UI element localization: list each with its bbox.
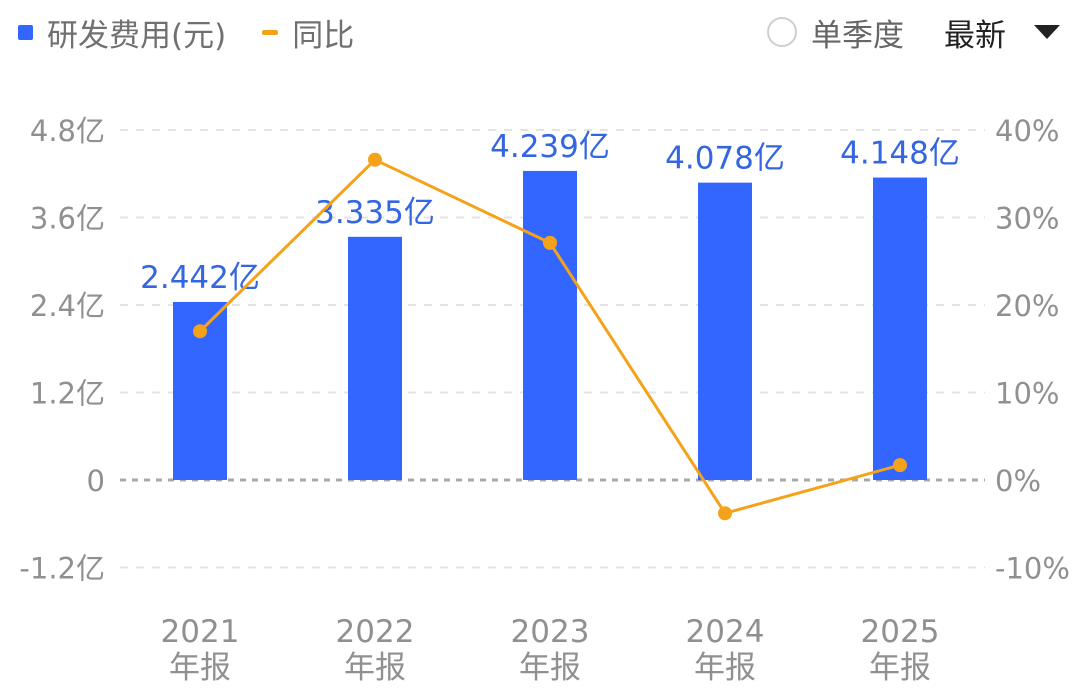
y-right-tick-label: 20%: [995, 289, 1059, 323]
dropdown-caret-icon[interactable]: [1034, 25, 1060, 39]
yoy-point: [893, 458, 907, 473]
y-left-tick-label: 1.2亿: [30, 377, 105, 411]
x-tick-label: 2023 年报: [511, 614, 590, 686]
y-right-tick-label: 0%: [995, 464, 1041, 498]
quarter-toggle-label[interactable]: 单季度: [811, 17, 904, 54]
bar-legend-label: 研发费用(元): [47, 17, 227, 54]
y-left-tick-label: -1.2亿: [19, 552, 105, 586]
y-left-tick-label: 3.6亿: [30, 202, 105, 236]
bar: [698, 182, 752, 481]
x-tick-label: 2024 年报: [686, 614, 765, 686]
yoy-point: [368, 152, 382, 167]
bar-value-label: 2.442亿: [140, 260, 260, 296]
y-left-tick-label: 4.8亿: [30, 114, 105, 148]
line-legend-swatch: [262, 29, 279, 35]
bar: [873, 177, 927, 480]
sort-dropdown-label[interactable]: 最新: [944, 17, 1006, 54]
y-right-tick-label: 10%: [995, 377, 1059, 411]
x-tick-label: 2025 年报: [861, 614, 940, 686]
bar: [348, 236, 402, 480]
y-right-tick-label: -10%: [995, 552, 1070, 586]
quarter-radio[interactable]: [767, 17, 797, 47]
line-legend-label: 同比: [292, 17, 355, 54]
bar-value-label: 4.078亿: [665, 141, 785, 177]
y-right-tick-label: 30%: [995, 202, 1059, 236]
chart-controls: 单季度 最新: [767, 10, 1060, 54]
y-left-tick-label: 0: [87, 464, 105, 498]
yoy-point: [543, 235, 557, 250]
yoy-point: [193, 324, 207, 339]
y-right-tick-label: 40%: [995, 114, 1059, 148]
bar-value-label: 4.239亿: [490, 129, 610, 165]
bar: [523, 170, 577, 480]
bar-value-label: 4.148亿: [840, 136, 960, 172]
x-tick-label: 2022 年报: [336, 614, 415, 686]
x-tick-label: 2021 年报: [161, 614, 240, 686]
bar-legend-swatch: [18, 24, 33, 40]
chart-legend: 研发费用(元) 同比: [18, 10, 354, 54]
y-left-tick-label: 2.4亿: [30, 289, 105, 323]
yoy-point: [718, 506, 732, 521]
